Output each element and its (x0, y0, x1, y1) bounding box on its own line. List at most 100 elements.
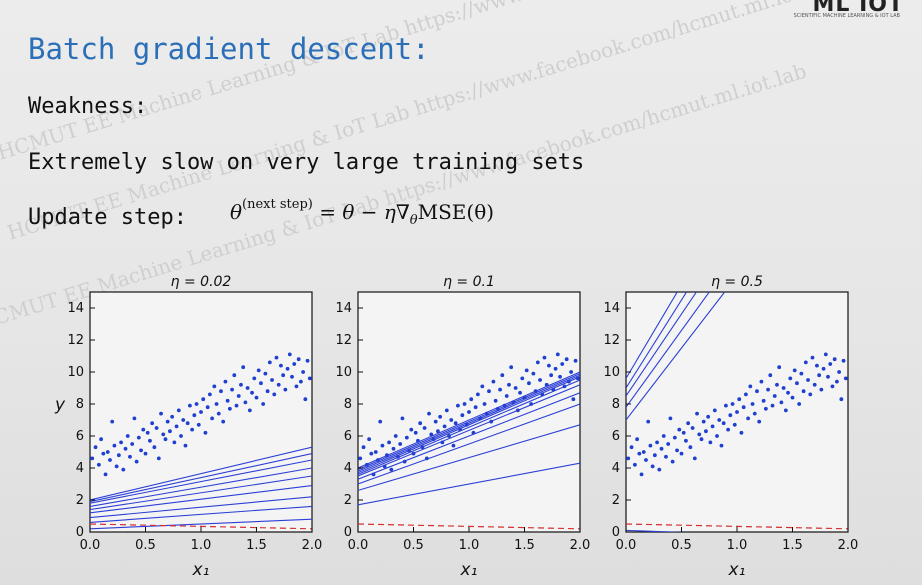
data-point (775, 382, 779, 387)
data-point (194, 402, 199, 406)
data-point (205, 405, 210, 410)
data-point (110, 419, 115, 424)
data-point (487, 389, 491, 394)
data-point (272, 392, 277, 397)
prediction-line (90, 453, 312, 503)
x-tick-label: 0.5 (135, 538, 156, 553)
x-tick-label: 0.0 (80, 538, 101, 553)
lab-logo-subtitle: SCIENTIFIC MACHINE LEARNING & IOT LAB (793, 13, 900, 19)
y-tick-label: 2 (76, 493, 84, 508)
data-point (261, 402, 266, 406)
prediction-line (358, 376, 580, 474)
data-point (307, 376, 312, 381)
data-point (123, 446, 128, 451)
data-point (815, 363, 819, 368)
data-point (179, 434, 183, 438)
data-point (571, 397, 576, 402)
data-point (114, 464, 119, 469)
data-point (221, 419, 226, 424)
data-point (161, 432, 166, 437)
data-point (259, 381, 263, 386)
data-point (830, 384, 835, 389)
plot-marks (90, 352, 312, 530)
data-point (719, 443, 724, 448)
data-point (819, 387, 824, 392)
data-point (677, 427, 682, 432)
data-point (746, 416, 750, 421)
data-point (214, 402, 219, 406)
data-point (141, 427, 146, 432)
data-point (761, 398, 766, 403)
data-point (668, 416, 673, 421)
data-point (652, 453, 657, 458)
data-point (750, 402, 755, 406)
data-point (670, 459, 675, 464)
data-point (243, 400, 248, 405)
data-point (361, 445, 366, 450)
data-point (799, 371, 804, 376)
y-tick-label: 10 (603, 365, 620, 380)
data-point (837, 370, 842, 374)
data-point (715, 434, 719, 438)
data-point (196, 422, 201, 427)
data-point (400, 416, 405, 421)
data-point (299, 379, 303, 384)
prediction-line (358, 374, 580, 472)
data-point (701, 419, 706, 424)
data-point (692, 456, 697, 461)
prediction-line (626, 292, 726, 421)
data-point (203, 430, 208, 435)
data-point (717, 418, 722, 422)
prediction-line (626, 529, 686, 532)
y-tick-label: 2 (344, 493, 352, 508)
data-point (527, 381, 531, 386)
data-point (797, 402, 802, 406)
y-tick-label: 10 (67, 365, 84, 380)
formula-tail: MSE(θ) (417, 200, 495, 224)
prediction-line (358, 403, 580, 485)
chart-title: η = 0.5 (711, 274, 763, 290)
data-point (710, 424, 715, 429)
weakness-label: Weakness: (28, 94, 148, 119)
update-step-label: Update step: (28, 205, 187, 230)
data-point (449, 418, 454, 422)
data-point (270, 378, 274, 382)
data-point (433, 419, 438, 424)
data-point (509, 365, 514, 370)
data-point (389, 467, 394, 472)
data-point (777, 365, 782, 370)
data-point (524, 368, 529, 373)
data-point (132, 416, 137, 421)
data-point (786, 390, 790, 395)
data-point (549, 373, 554, 378)
data-point (227, 406, 232, 411)
data-point (143, 451, 148, 456)
data-point (216, 411, 221, 416)
data-point (708, 440, 713, 445)
data-point (752, 411, 757, 416)
data-point (380, 443, 385, 448)
x-tick-label: 1.5 (782, 538, 803, 553)
data-point (828, 362, 833, 366)
data-point (451, 443, 456, 448)
data-point (105, 450, 110, 454)
data-point (806, 378, 810, 382)
data-point (538, 378, 542, 382)
data-point (223, 379, 228, 384)
data-point (369, 451, 374, 456)
data-point (236, 394, 241, 398)
data-point (735, 410, 739, 414)
data-point (808, 392, 813, 397)
data-point (283, 387, 288, 392)
y-tick-label: 14 (335, 301, 352, 316)
data-point (641, 450, 646, 454)
data-point (817, 373, 822, 378)
data-point (637, 451, 642, 456)
initial-prediction-line (90, 523, 312, 530)
data-point (90, 456, 95, 461)
data-point (803, 360, 808, 365)
prediction-line (90, 485, 312, 514)
data-point (418, 421, 423, 426)
data-point (190, 427, 195, 432)
